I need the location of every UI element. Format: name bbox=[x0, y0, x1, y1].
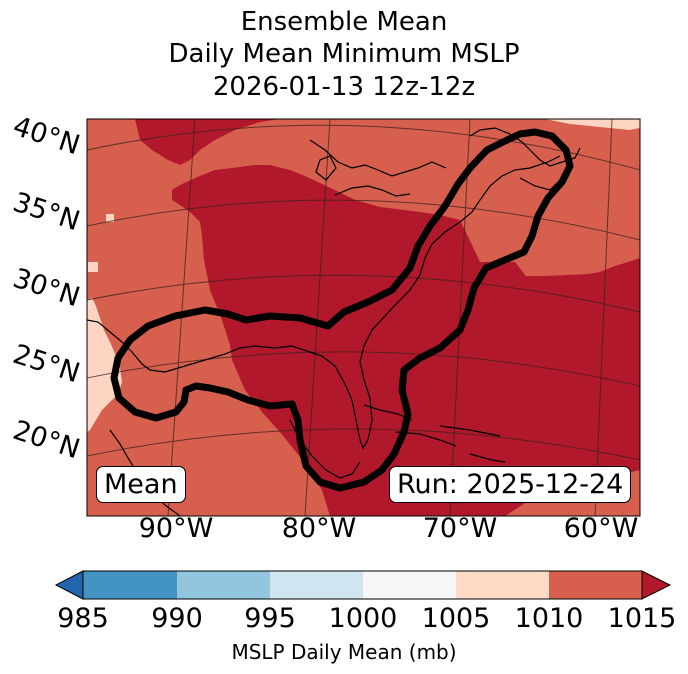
colorbar-tick-995: 995 bbox=[244, 603, 296, 634]
colorbar bbox=[54, 570, 672, 600]
lon-label-80w: 80°W bbox=[281, 513, 357, 544]
map-title-line-3: 2026-01-13 12z-12z bbox=[212, 72, 476, 102]
shading-1005-1010-west bbox=[87, 298, 122, 432]
colorbar-over-arrow bbox=[641, 570, 672, 600]
colorbar-bin-1000-1005 bbox=[363, 571, 456, 599]
lon-label-60w: 60°W bbox=[563, 513, 639, 544]
lon-label-70w: 70°W bbox=[422, 513, 498, 544]
mean-label-box: Mean bbox=[96, 466, 186, 503]
colorbar-tick-990: 990 bbox=[151, 603, 203, 634]
colorbar-bin-990-995 bbox=[177, 571, 270, 599]
colorbar-border bbox=[82, 570, 643, 600]
colorbar-tick-985: 985 bbox=[57, 603, 109, 634]
map-plot-area bbox=[87, 119, 640, 516]
colorbar-tick-1005: 1005 bbox=[421, 603, 491, 634]
colorbar-tick-1010: 1010 bbox=[514, 603, 584, 634]
map-border bbox=[86, 118, 641, 517]
shading-1005-1010-speck bbox=[88, 262, 98, 272]
shading-over-1015 bbox=[135, 119, 640, 516]
contour-outline bbox=[110, 128, 574, 492]
colorbar-tick-1015: 1015 bbox=[607, 603, 677, 634]
map-title-line-2: Daily Mean Minimum MSLP bbox=[168, 39, 520, 69]
shading-1005-1010-speck-2 bbox=[106, 214, 114, 222]
shading-1005-1010-northeast bbox=[545, 119, 640, 130]
colorbar-bin-995-1000 bbox=[270, 571, 363, 599]
colorbar-tick-1000: 1000 bbox=[328, 603, 398, 634]
colorbar-label: MSLP Daily Mean (mb) bbox=[231, 640, 457, 664]
run-date-box: Run: 2025-12-24 bbox=[389, 466, 632, 503]
map-title-line-1: Ensemble Mean bbox=[240, 7, 448, 37]
colorbar-under-arrow bbox=[54, 570, 84, 600]
colorbar-bin-1005-1010 bbox=[456, 571, 549, 599]
lon-label-90w: 90°W bbox=[138, 513, 214, 544]
colorbar-bin-985-990 bbox=[83, 571, 177, 599]
colorbar-bin-1010-1015 bbox=[549, 571, 642, 599]
